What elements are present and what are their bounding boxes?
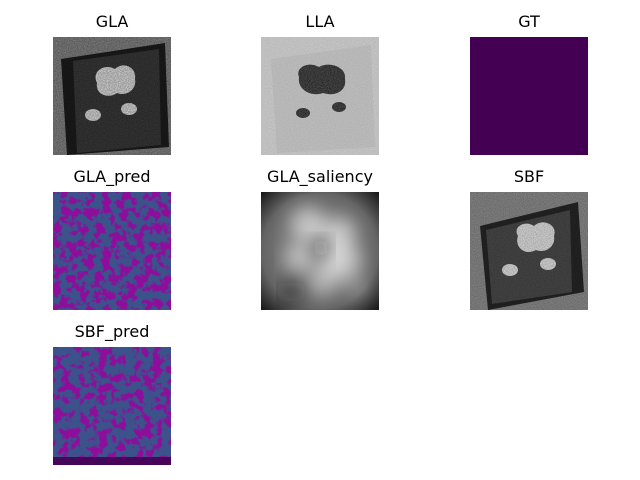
gt-image	[470, 37, 588, 155]
panel-title: GLA_pred	[73, 167, 151, 186]
sbf-image	[470, 192, 588, 310]
gla-image	[53, 37, 171, 155]
lla-image	[261, 37, 379, 155]
panel-title: SBF	[513, 167, 545, 186]
panel-title: GLA	[95, 12, 129, 31]
sbf-pred-image	[53, 347, 171, 465]
gla-pred-image	[53, 192, 171, 310]
panel-title: SBF_pred	[74, 322, 150, 341]
panel-title: GT	[518, 12, 540, 31]
panel-title: LLA	[305, 12, 335, 31]
panel-title: GLA_saliency	[267, 167, 373, 186]
gla-saliency-image	[261, 192, 379, 310]
